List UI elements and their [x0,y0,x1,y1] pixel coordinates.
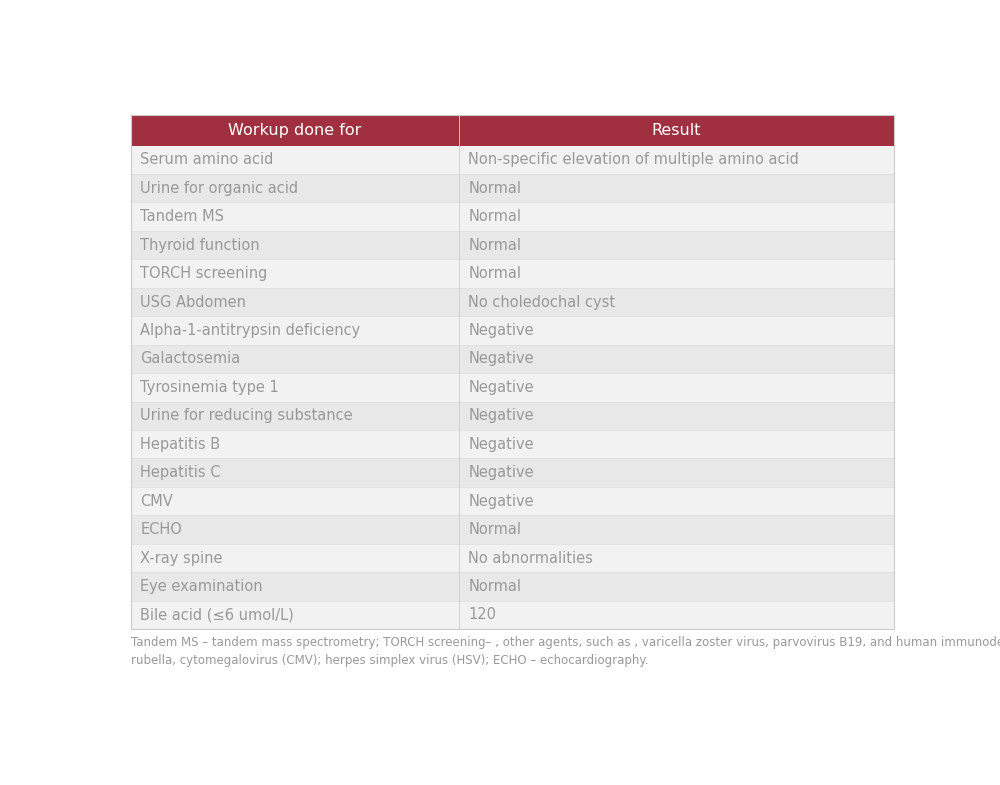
Bar [131,231,894,259]
Bar [131,203,894,231]
Bar [131,572,894,601]
Text: Tandem MS: Tandem MS [140,209,224,225]
Bar [131,288,894,316]
Text: Negative: Negative [468,408,534,423]
Text: Non-specific elevation of multiple amino acid: Non-specific elevation of multiple amino… [468,152,799,167]
Text: Urine for organic acid: Urine for organic acid [140,181,299,195]
Text: Normal: Normal [468,181,521,195]
Text: ECHO: ECHO [140,522,182,537]
Text: No choledochal cyst: No choledochal cyst [468,294,616,309]
Text: TORCH screening: TORCH screening [140,266,268,281]
Bar [131,402,894,430]
Text: Negative: Negative [468,323,534,338]
Text: Normal: Normal [468,266,521,281]
Text: Bile acid (≤6 umol/L): Bile acid (≤6 umol/L) [140,608,294,623]
Text: Negative: Negative [468,352,534,367]
Text: Normal: Normal [468,238,521,253]
Text: Alpha-1-antitrypsin deficiency: Alpha-1-antitrypsin deficiency [140,323,361,338]
Text: Urine for reducing substance: Urine for reducing substance [140,408,353,423]
Bar [131,115,894,145]
Text: 120: 120 [468,608,496,623]
Text: Negative: Negative [468,494,534,509]
Bar [131,373,894,402]
Bar [131,487,894,516]
Text: Tandem MS – tandem mass spectrometry; TORCH screening– , other agents, such as ,: Tandem MS – tandem mass spectrometry; TO… [131,637,1000,667]
Text: Thyroid function: Thyroid function [140,238,260,253]
Text: Workup done for: Workup done for [228,123,362,138]
Text: Negative: Negative [468,380,534,395]
Text: CMV: CMV [140,494,173,509]
Text: Hepatitis B: Hepatitis B [140,436,221,451]
Text: Eye examination: Eye examination [140,579,263,594]
Text: Normal: Normal [468,579,521,594]
Text: USG Abdomen: USG Abdomen [140,294,246,309]
Text: No abnormalities: No abnormalities [468,550,593,565]
Text: Galactosemia: Galactosemia [140,352,241,367]
Bar [131,458,894,487]
Bar [131,430,894,458]
Text: Serum amino acid: Serum amino acid [140,152,274,167]
Text: Hepatitis C: Hepatitis C [140,466,221,480]
Text: Negative: Negative [468,436,534,451]
Bar [131,544,894,572]
Bar [131,516,894,544]
Text: Normal: Normal [468,209,521,225]
Bar [131,316,894,345]
Text: Tyrosinemia type 1: Tyrosinemia type 1 [140,380,279,395]
Bar [131,601,894,629]
Bar [131,115,894,629]
Bar [131,174,894,203]
Text: Result: Result [652,123,701,138]
Bar [131,345,894,373]
Text: X-ray spine: X-ray spine [140,550,223,565]
Text: Normal: Normal [468,522,521,537]
Bar [131,145,894,174]
Text: Negative: Negative [468,466,534,480]
Bar [131,259,894,288]
